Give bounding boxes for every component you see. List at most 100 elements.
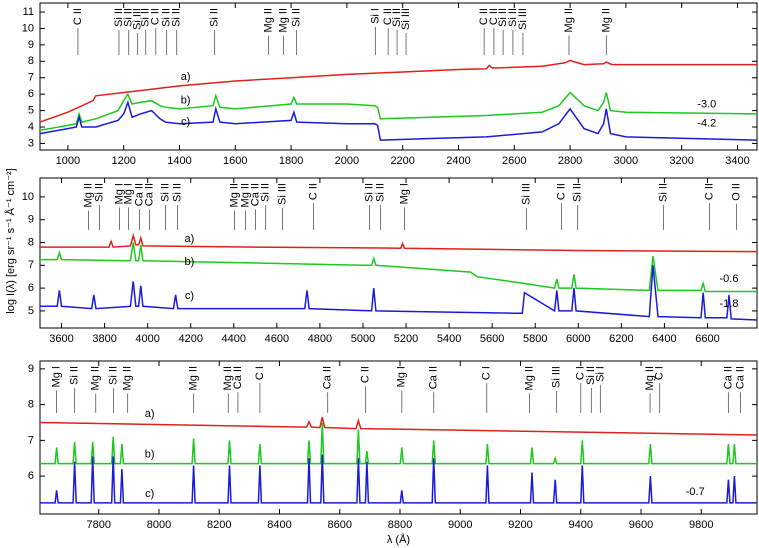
x-tick-label: 9000 <box>448 519 472 531</box>
line-id: Si III <box>400 8 412 30</box>
x-tick-label: 1600 <box>223 155 247 167</box>
y-tick-label: 7 <box>28 72 34 84</box>
y-tick-label: 3 <box>28 137 34 149</box>
y-tick-label: 5 <box>28 305 34 317</box>
x-tick-label: 8600 <box>328 519 352 531</box>
spectrum-line <box>40 454 757 504</box>
x-tick-label: 5600 <box>480 333 504 345</box>
line-id: Mg II <box>82 183 94 207</box>
y-tick-label: 9 <box>28 214 34 226</box>
y-tick-label: 8 <box>28 236 34 248</box>
x-tick-label: 9800 <box>689 519 713 531</box>
x-tick-label: 6200 <box>609 333 633 345</box>
line-id: Ca II <box>428 366 440 389</box>
line-id: Mg II <box>644 366 656 390</box>
line-id: Si II <box>260 183 272 202</box>
x-tick-label: 5000 <box>351 333 375 345</box>
series-label: c) <box>145 488 154 500</box>
line-id: Si III <box>132 8 144 30</box>
line-id: Si II <box>507 8 519 27</box>
x-tick-label: 4400 <box>222 333 246 345</box>
x-tick-label: 8400 <box>267 519 291 531</box>
y-tick-label: 8 <box>28 55 34 67</box>
line-id: O II <box>730 183 742 201</box>
x-tick-label: 3800 <box>92 333 116 345</box>
offset-label: -0.7 <box>686 486 705 498</box>
line-id: Si II <box>585 366 597 385</box>
line-id: Si II <box>290 8 302 27</box>
line-id: Mg I <box>113 183 125 204</box>
line-id: Mg II <box>90 366 102 390</box>
line-id: Si II <box>140 8 152 27</box>
line-id: Si II <box>572 183 584 202</box>
x-tick-label: 1000 <box>56 155 80 167</box>
line-id: Mg II <box>523 366 535 390</box>
x-tick-label: 1800 <box>279 155 303 167</box>
line-id: C I <box>254 366 266 380</box>
line-id: Si III <box>521 183 533 205</box>
line-id: Ca II <box>322 366 334 389</box>
line-id: Mg I <box>398 183 410 204</box>
line-id: Ca II <box>133 183 145 206</box>
line-id: Mg II <box>240 183 252 207</box>
line-id: Si II <box>391 8 403 27</box>
x-tick-label: 5200 <box>394 333 418 345</box>
y-tick-label: 6 <box>28 88 34 100</box>
line-id: Si I <box>594 366 606 382</box>
spectrum-line <box>40 265 758 321</box>
y-tick-label: 10 <box>22 22 34 34</box>
line-id: C I <box>575 366 587 380</box>
line-id: Si II <box>657 183 669 202</box>
line-id: C I <box>654 366 666 380</box>
line-id: Mg II <box>600 8 612 32</box>
x-tick-label: 2200 <box>390 155 414 167</box>
line-id: Si II <box>161 8 173 27</box>
y-tick-label: 5 <box>28 104 34 116</box>
line-id: C II <box>307 183 319 200</box>
line-id: Si II <box>93 183 105 202</box>
x-tick-label: 2400 <box>446 155 470 167</box>
line-id: Si III <box>276 183 288 205</box>
x-tick-label: 4200 <box>178 333 202 345</box>
line-id: Si II <box>363 183 375 202</box>
line-id: Si II <box>69 366 81 385</box>
line-id: Mg I <box>396 366 408 387</box>
x-tick-label: 5400 <box>437 333 461 345</box>
x-tick-label: 5800 <box>523 333 547 345</box>
y-axis-label: log I(λ) [erg sr⁻¹ s⁻¹ Å⁻¹ cm⁻²] <box>4 168 17 313</box>
y-tick-label: 10 <box>22 191 34 203</box>
line-id: Ca II <box>232 366 244 389</box>
offset-label: -0.6 <box>720 273 739 285</box>
line-id: C II <box>555 183 567 200</box>
line-id: C II <box>72 8 84 25</box>
line-id: Mg I <box>50 366 62 387</box>
x-tick-label: 6600 <box>695 333 719 345</box>
y-tick-label: 9 <box>28 39 34 51</box>
x-tick-label: 9200 <box>508 519 532 531</box>
series-label: b) <box>185 256 195 268</box>
spectrum-line <box>40 422 757 465</box>
spectrum-line <box>39 99 758 141</box>
y-tick-label: 7 <box>28 434 34 446</box>
x-tick-label: 1200 <box>111 155 135 167</box>
plot-frame <box>39 360 758 515</box>
x-axis-label: λ (Å) <box>387 533 410 546</box>
offset-label: -1.8 <box>720 298 739 310</box>
line-id: C II <box>382 8 394 25</box>
x-tick-label: 6000 <box>566 333 590 345</box>
x-tick-label: 9400 <box>569 519 593 531</box>
line-id: Mg II <box>188 366 200 390</box>
y-tick-label: 9 <box>28 363 34 375</box>
series-label: c) <box>185 290 194 302</box>
x-tick-label: 9600 <box>629 519 653 531</box>
y-tick-label: 7 <box>28 259 34 271</box>
line-id: Mg II <box>228 183 240 207</box>
y-tick-label: 8 <box>28 399 34 411</box>
y-tick-label: 6 <box>28 282 34 294</box>
y-tick-label: 11 <box>23 6 34 18</box>
line-id: Si II <box>113 8 125 27</box>
line-id: C I <box>481 366 493 380</box>
x-tick-label: 4000 <box>135 333 159 345</box>
line-id: Ca II <box>144 183 156 206</box>
line-id: C II <box>478 8 490 25</box>
